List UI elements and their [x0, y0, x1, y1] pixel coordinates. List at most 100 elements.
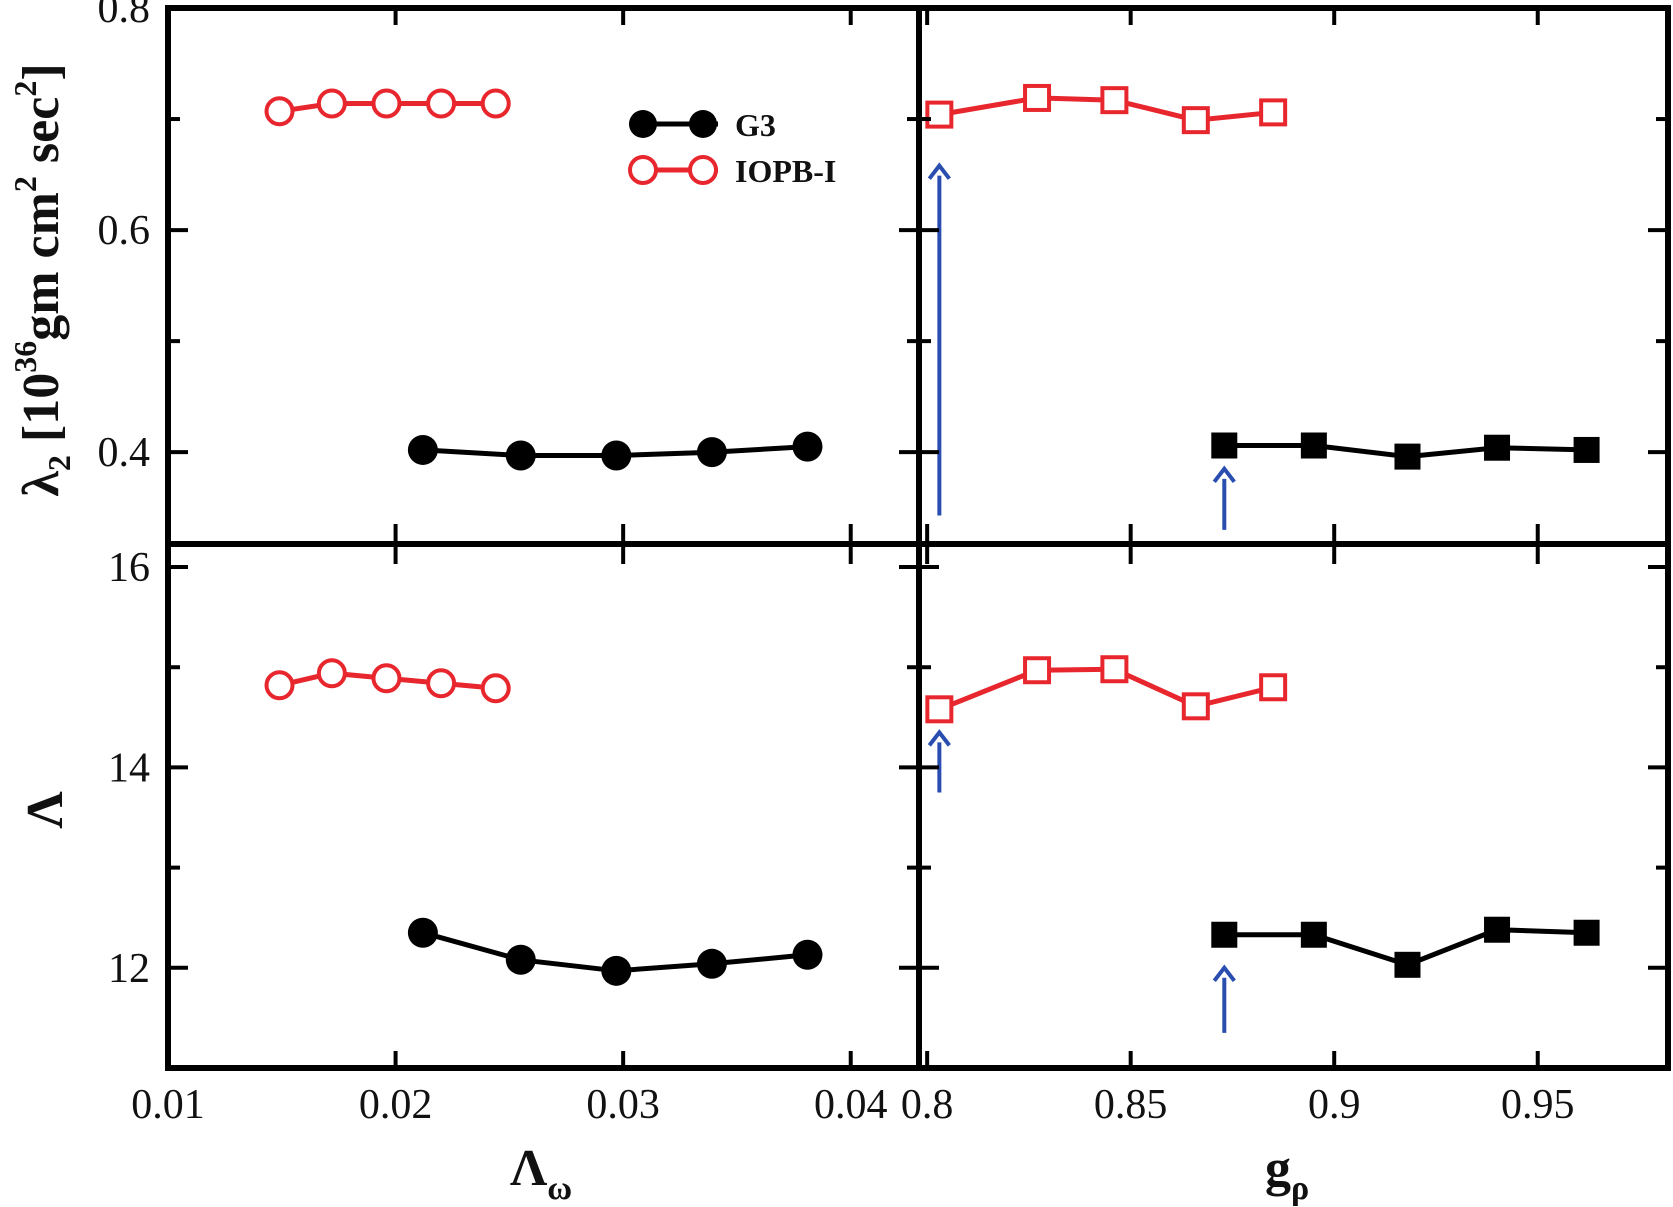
arrow-up-icon: [927, 162, 951, 516]
y-tick-label-bottom_y-1: 14: [108, 745, 150, 791]
point-top-left-g3-2: [601, 440, 632, 471]
series-top-left-iopb-i: [264, 88, 511, 127]
y-label-bracket-open: [10: [13, 373, 70, 455]
x-tick-label-right_x-0: 0.8: [901, 1082, 954, 1128]
point-bottom-right-g3-3: [1484, 916, 1511, 943]
y-tick-label-top_y-0: 0.4: [98, 430, 151, 476]
y-label-sq2: 2: [7, 81, 43, 97]
legend: G3 IOPB-I: [628, 107, 836, 189]
y-label-gm: gm cm: [13, 192, 70, 341]
series-bottom-left-g3: [407, 917, 823, 986]
point-bottom-left-iopb-i-3: [426, 668, 457, 699]
arrow-up-icon: [1212, 964, 1236, 1033]
arrow-head-top-right-0: [927, 162, 951, 180]
point-top-left-g3-4: [792, 431, 823, 462]
point-top-left-g3-1: [505, 440, 536, 471]
point-bottom-right-g3-4: [1573, 919, 1600, 946]
point-bottom-right-iopb-i-0: [925, 695, 954, 724]
x-axis-label-left: Λω: [510, 1140, 572, 1207]
arrow-up-icon: [927, 729, 951, 793]
point-top-right-iopb-i-0: [925, 100, 954, 129]
point-top-left-iopb-i-2: [371, 88, 402, 119]
x-label-right-main: g: [1265, 1140, 1291, 1197]
y-tick-label-bottom_y-2: 16: [108, 545, 150, 591]
panel-bottom-left: [264, 658, 823, 986]
legend-label-g3: G3: [735, 107, 776, 143]
point-top-left-iopb-i-3: [426, 88, 457, 119]
point-bottom-right-iopb-i-2: [1100, 655, 1129, 684]
point-bottom-left-g3-3: [696, 948, 727, 979]
x-tick-label-left_x-3: 0.04: [814, 1082, 888, 1128]
point-top-right-g3-3: [1484, 434, 1511, 461]
point-top-left-iopb-i-4: [480, 88, 511, 119]
point-bottom-left-iopb-i-1: [316, 658, 347, 689]
point-bottom-left-iopb-i-4: [480, 673, 511, 704]
x-tick-label-right_x-3: 0.95: [1501, 1082, 1575, 1128]
y-axis-label-top: λ2 [1036gm cm2 sec2]: [7, 63, 77, 496]
series-bottom-left-iopb-i: [264, 658, 511, 704]
y-label-exp36: 36: [7, 341, 43, 373]
panel-bottom-right: [925, 655, 1600, 1033]
panel-top-left: [264, 88, 823, 471]
svg-text:Λω: Λω: [510, 1140, 572, 1207]
y-label-lambda: λ: [13, 471, 70, 497]
point-bottom-right-iopb-i-3: [1181, 692, 1210, 721]
point-top-right-g3-2: [1394, 443, 1421, 470]
legend-label-iopb: IOPB-I: [735, 153, 836, 189]
point-bottom-left-iopb-i-2: [371, 663, 402, 694]
point-bottom-right-g3-1: [1300, 921, 1327, 948]
series-top-right-g3: [1211, 432, 1600, 470]
point-bottom-left-iopb-i-0: [264, 670, 295, 701]
y-tick-label-bottom_y-0: 12: [108, 946, 150, 992]
point-bottom-left-g3-1: [505, 944, 536, 975]
arrow-head-bottom-right-0: [927, 729, 951, 747]
series-bottom-right-g3: [1211, 916, 1600, 978]
y-tick-label-top_y-2: 0.8: [98, 0, 151, 32]
x-tick-label-left_x-2: 0.03: [586, 1082, 660, 1128]
legend-marker-iopb-left: [628, 155, 658, 185]
x-tick-label-left_x-1: 0.02: [359, 1082, 433, 1128]
series-bottom-right-iopb-i: [925, 655, 1288, 724]
arrow-head-top-right-1: [1212, 465, 1236, 484]
legend-marker-g3-right: [689, 110, 717, 138]
arrow-up-icon: [1212, 465, 1236, 530]
point-top-right-iopb-i-2: [1100, 86, 1129, 115]
point-bottom-left-g3-0: [407, 917, 438, 948]
series-top-left-g3: [407, 431, 823, 471]
point-bottom-right-g3-2: [1394, 951, 1421, 978]
svg-text:gρ: gρ: [1265, 1140, 1309, 1207]
point-top-right-iopb-i-1: [1023, 83, 1052, 112]
x-axis-label-right: gρ: [1265, 1140, 1309, 1207]
ticks: 0.01 0.02 0.03 0.04 0.8 0.85 0.9 0.95 0.4 0.6 0.8 1…: [98, 0, 1668, 1128]
point-top-right-g3-1: [1300, 432, 1327, 459]
x-label-left-sub: ω: [547, 1170, 572, 1207]
point-bottom-left-g3-2: [601, 955, 632, 986]
y-label-lambda-sub: 2: [41, 455, 77, 471]
point-top-left-iopb-i-0: [264, 96, 295, 127]
x-tick-label-right_x-1: 0.85: [1094, 1082, 1168, 1128]
point-bottom-right-iopb-i-4: [1259, 673, 1288, 702]
point-top-left-iopb-i-1: [316, 88, 347, 119]
x-label-left-main: Λ: [510, 1140, 547, 1197]
legend-marker-iopb-right: [688, 155, 718, 185]
point-top-right-g3-4: [1573, 436, 1600, 463]
x-tick-label-right_x-2: 0.9: [1308, 1082, 1361, 1128]
point-bottom-left-g3-4: [792, 939, 823, 970]
y-axis-label-bottom: Λ: [17, 791, 74, 828]
arrow-head-bottom-right-1: [1212, 964, 1236, 983]
y-label-sec: sec: [13, 97, 70, 176]
x-label-right-sub: ρ: [1291, 1170, 1309, 1207]
svg-text:λ2 [1036gm cm2 sec2]: λ2 [1036gm cm2 sec2]: [7, 63, 77, 496]
series-top-right-iopb-i: [925, 83, 1288, 135]
x-tick-label-left_x-0: 0.01: [131, 1082, 205, 1128]
frames: [165, 5, 1671, 1071]
y-label-bracket-close: ]: [13, 63, 70, 80]
y-tick-label-top_y-1: 0.6: [98, 208, 151, 254]
point-bottom-right-g3-0: [1211, 921, 1238, 948]
point-top-left-g3-3: [696, 437, 727, 468]
point-bottom-right-iopb-i-1: [1023, 656, 1052, 685]
y-label-sq1: 2: [7, 176, 43, 192]
y-label-bottom-text: Λ: [17, 791, 74, 828]
point-top-right-g3-0: [1211, 432, 1238, 459]
